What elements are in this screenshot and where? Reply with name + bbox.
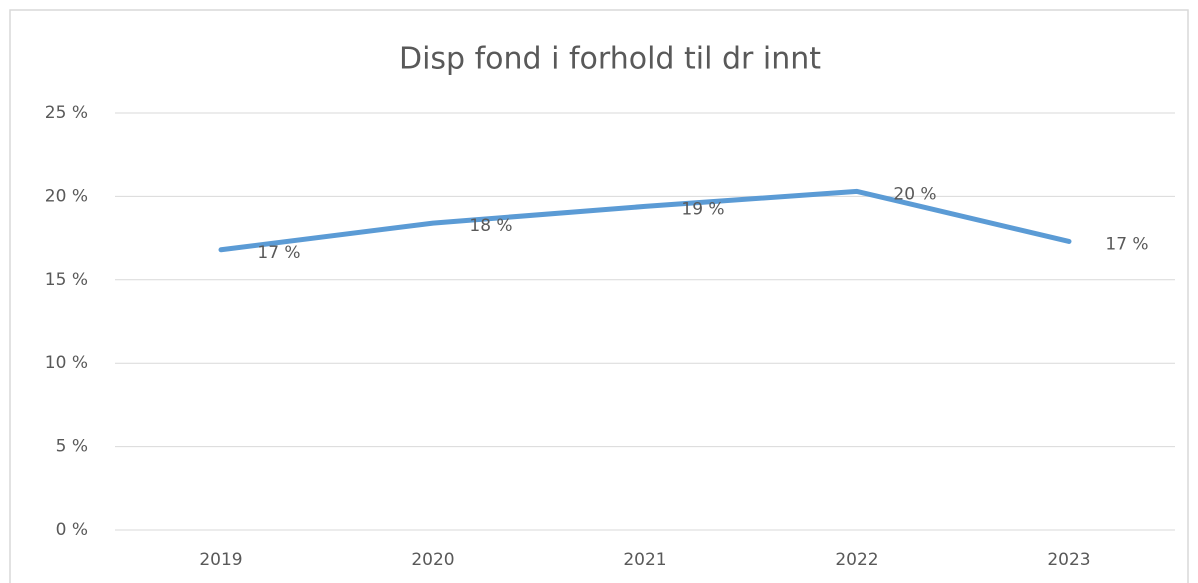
y-tick-label: 15 % [45,270,88,290]
x-tick-label: 2020 [411,550,454,570]
y-tick-label: 25 % [45,103,88,123]
chart-frame [9,9,1189,583]
y-tick-label: 5 % [56,437,88,457]
data-label: 18 % [469,216,512,236]
x-tick-label: 2019 [199,550,242,570]
y-tick-label: 20 % [45,186,88,206]
y-tick-label: 0 % [56,520,88,540]
y-tick-label: 10 % [45,353,88,373]
data-line [218,188,1072,253]
data-label: 19 % [681,199,724,219]
data-label: 17 % [1105,234,1148,254]
data-label: 17 % [257,243,300,263]
x-tick-label: 2023 [1047,550,1090,570]
x-tick-label: 2021 [623,550,666,570]
x-tick-label: 2022 [835,550,878,570]
data-label: 20 % [893,184,936,204]
chart-title: Disp fond i forhold til dr innt [399,42,821,77]
